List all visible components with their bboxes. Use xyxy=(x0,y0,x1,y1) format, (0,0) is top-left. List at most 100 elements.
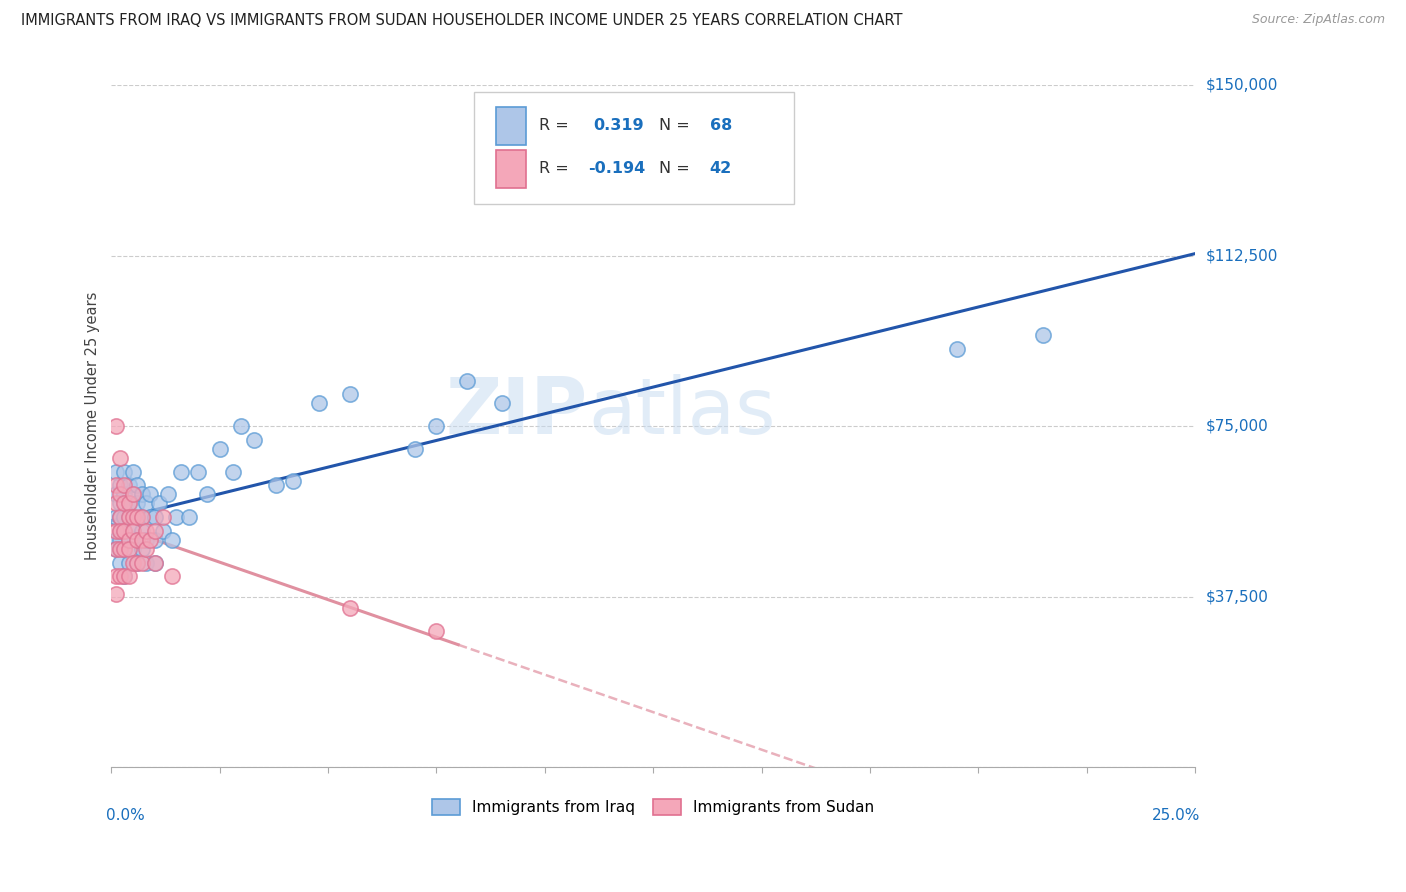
Point xyxy=(231,419,253,434)
Point xyxy=(139,510,162,524)
Text: -0.194: -0.194 xyxy=(588,161,645,177)
Point xyxy=(118,496,141,510)
Point xyxy=(108,450,131,465)
Point xyxy=(122,524,145,538)
Point xyxy=(104,587,127,601)
Text: R =: R = xyxy=(540,161,574,177)
Text: 25.0%: 25.0% xyxy=(1152,808,1201,823)
Point xyxy=(104,541,127,556)
Point xyxy=(131,524,153,538)
Point xyxy=(148,496,170,510)
Point xyxy=(143,556,166,570)
Point xyxy=(112,510,135,524)
Point xyxy=(425,419,447,434)
Point xyxy=(112,569,135,583)
Point xyxy=(118,569,141,583)
Point xyxy=(112,496,135,510)
Point xyxy=(308,396,330,410)
Text: IMMIGRANTS FROM IRAQ VS IMMIGRANTS FROM SUDAN HOUSEHOLDER INCOME UNDER 25 YEARS : IMMIGRANTS FROM IRAQ VS IMMIGRANTS FROM … xyxy=(21,13,903,29)
Point xyxy=(112,541,135,556)
Point xyxy=(118,478,141,492)
Point xyxy=(118,510,141,524)
Point xyxy=(425,624,447,638)
Text: 0.319: 0.319 xyxy=(593,119,644,134)
Point xyxy=(108,524,131,538)
Text: 42: 42 xyxy=(710,161,731,177)
Point xyxy=(179,510,201,524)
Point xyxy=(104,487,127,501)
Point xyxy=(112,541,135,556)
Point xyxy=(127,496,149,510)
Point xyxy=(339,387,361,401)
Point xyxy=(104,419,127,434)
Point xyxy=(122,510,145,524)
Point xyxy=(127,533,149,547)
Point xyxy=(127,556,149,570)
Text: 0.0%: 0.0% xyxy=(105,808,145,823)
Point xyxy=(112,496,135,510)
Point xyxy=(187,465,209,479)
Point xyxy=(127,533,149,547)
Legend: Immigrants from Iraq, Immigrants from Sudan: Immigrants from Iraq, Immigrants from Su… xyxy=(426,793,880,821)
Point xyxy=(283,474,305,488)
Text: Source: ZipAtlas.com: Source: ZipAtlas.com xyxy=(1251,13,1385,27)
Point xyxy=(122,487,145,501)
Point xyxy=(143,510,166,524)
Point xyxy=(112,465,135,479)
Point xyxy=(112,487,135,501)
Point xyxy=(131,510,153,524)
Point xyxy=(104,478,127,492)
Point xyxy=(127,510,149,524)
Point xyxy=(112,524,135,538)
Point xyxy=(118,533,141,547)
Y-axis label: Householder Income Under 25 years: Householder Income Under 25 years xyxy=(86,292,100,560)
Point xyxy=(139,533,162,547)
Point xyxy=(156,487,179,501)
Point xyxy=(118,556,141,570)
Point xyxy=(108,569,131,583)
Text: $37,500: $37,500 xyxy=(1206,590,1270,604)
Point xyxy=(108,478,131,492)
Text: 68: 68 xyxy=(710,119,731,134)
Text: $75,000: $75,000 xyxy=(1206,418,1268,434)
Point xyxy=(264,478,287,492)
Point xyxy=(208,442,231,456)
Point xyxy=(104,524,127,538)
Point xyxy=(152,510,174,524)
Point xyxy=(131,541,153,556)
Point xyxy=(104,533,127,547)
Point xyxy=(339,601,361,615)
Point xyxy=(143,533,166,547)
Text: N =: N = xyxy=(658,161,695,177)
Point xyxy=(127,556,149,570)
Point xyxy=(131,556,153,570)
Point xyxy=(131,487,153,501)
Point xyxy=(108,487,131,501)
Point xyxy=(108,556,131,570)
Point xyxy=(118,533,141,547)
Point xyxy=(135,533,157,547)
Point xyxy=(122,556,145,570)
Point xyxy=(143,524,166,538)
Point xyxy=(108,510,131,524)
FancyBboxPatch shape xyxy=(474,92,794,204)
Text: atlas: atlas xyxy=(588,375,776,450)
Text: $150,000: $150,000 xyxy=(1206,78,1278,93)
FancyBboxPatch shape xyxy=(496,150,526,187)
Point xyxy=(112,478,135,492)
Point xyxy=(104,496,127,510)
Text: ZIP: ZIP xyxy=(446,375,588,450)
FancyBboxPatch shape xyxy=(496,107,526,145)
Point xyxy=(104,510,127,524)
Text: R =: R = xyxy=(540,119,574,134)
Point xyxy=(456,374,478,388)
Point xyxy=(143,556,166,570)
Point xyxy=(222,465,245,479)
Point xyxy=(104,569,127,583)
Point xyxy=(139,487,162,501)
Point xyxy=(165,510,187,524)
Point xyxy=(170,465,193,479)
Point xyxy=(104,541,127,556)
Point xyxy=(243,433,266,447)
Point xyxy=(112,524,135,538)
